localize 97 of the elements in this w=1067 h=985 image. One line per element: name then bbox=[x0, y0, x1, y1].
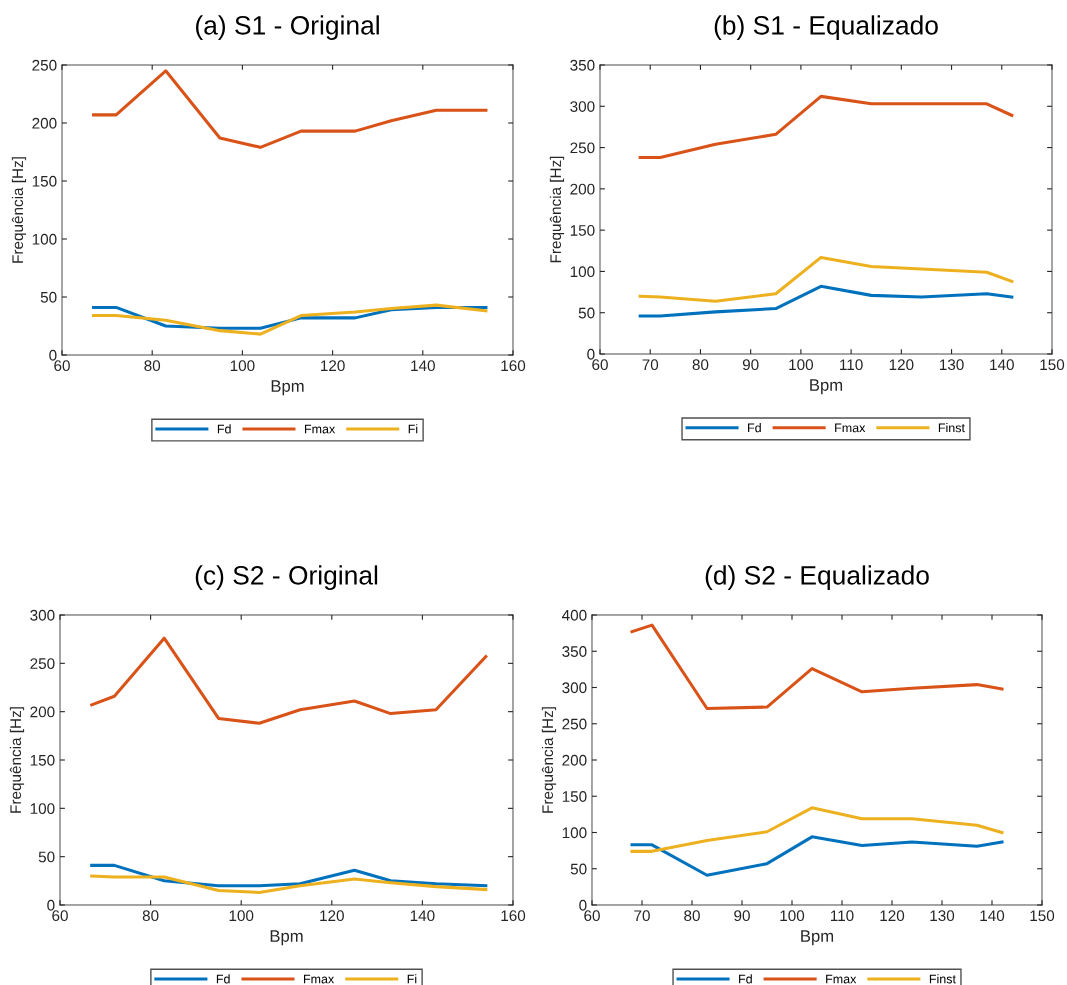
x-tick-label: 160 bbox=[501, 360, 526, 372]
chart-title: (c) S2 - Original bbox=[195, 565, 378, 590]
x-tick-label: 70 bbox=[642, 359, 659, 371]
line-series bbox=[638, 94, 1014, 160]
x-tick-label: 110 bbox=[840, 359, 863, 371]
y-tick-label: 350 bbox=[570, 59, 595, 71]
x-tick-label: 120 bbox=[889, 359, 914, 371]
legend-label: Fd bbox=[748, 423, 761, 433]
x-tick-label: 100 bbox=[230, 360, 255, 372]
x-tick-label: 80 bbox=[142, 910, 159, 922]
y-tick-label: 0 bbox=[587, 348, 595, 360]
legend-label: Fmax bbox=[835, 423, 866, 433]
legend-label: Finst bbox=[938, 423, 965, 433]
x-tick-label: 60 bbox=[584, 910, 600, 922]
x-tick-label: 60 bbox=[54, 360, 70, 372]
line-series bbox=[92, 69, 488, 149]
x-tick-label: 140 bbox=[410, 910, 435, 922]
line-series bbox=[92, 303, 488, 336]
line-series bbox=[630, 806, 1004, 853]
y-axis-title: Frequência [Hz] bbox=[549, 156, 565, 263]
x-tick-label: 80 bbox=[684, 910, 700, 922]
x-tick-label: 140 bbox=[980, 910, 1005, 922]
y-tick-label: 150 bbox=[30, 754, 55, 766]
legend-label: Fd bbox=[217, 424, 231, 434]
legend-label: Fd bbox=[216, 974, 230, 984]
x-tick-label: 130 bbox=[930, 910, 955, 922]
line-series bbox=[90, 636, 488, 725]
legend-label: Fmax bbox=[304, 424, 336, 434]
x-tick-label: 100 bbox=[229, 910, 254, 922]
y-tick-label: 0 bbox=[47, 899, 55, 911]
y-tick-label: 300 bbox=[30, 609, 55, 621]
legend-label: Fmax bbox=[826, 974, 857, 984]
x-tick-label: 120 bbox=[321, 360, 345, 372]
y-tick-label: 100 bbox=[570, 266, 595, 278]
y-tick-label: 300 bbox=[570, 101, 595, 112]
y-tick-label: 200 bbox=[570, 183, 595, 195]
y-tick-label: 100 bbox=[30, 803, 55, 815]
x-tick-label: 140 bbox=[411, 360, 435, 372]
y-tick-label: 100 bbox=[32, 233, 57, 245]
x-axis-title: Bpm bbox=[810, 379, 843, 395]
x-tick-label: 130 bbox=[939, 359, 964, 371]
line-series bbox=[630, 835, 1004, 877]
line-series bbox=[638, 284, 1014, 318]
legend-label: Finst bbox=[929, 974, 956, 984]
legend-label: Fd bbox=[739, 974, 752, 984]
chart-title: (d) S2 - Equalizado bbox=[705, 565, 929, 590]
y-tick-label: 250 bbox=[32, 59, 57, 71]
y-axis-title: Frequência [Hz] bbox=[9, 707, 25, 813]
x-tick-label: 150 bbox=[1040, 359, 1065, 371]
x-tick-label: 90 bbox=[734, 910, 750, 922]
x-axis-title: Bpm bbox=[271, 380, 304, 396]
x-tick-label: 90 bbox=[742, 359, 759, 371]
y-tick-label: 50 bbox=[570, 863, 587, 875]
y-tick-label: 200 bbox=[562, 754, 587, 766]
line-series bbox=[90, 874, 488, 894]
y-tick-label: 150 bbox=[32, 175, 57, 187]
x-tick-label: 80 bbox=[144, 360, 161, 372]
x-tick-label: 120 bbox=[320, 910, 344, 922]
chart-title: (b) S1 - Equalizado bbox=[714, 15, 938, 40]
x-tick-label: 70 bbox=[634, 910, 650, 922]
x-tick-label: 120 bbox=[880, 910, 905, 922]
legend-label: Fi bbox=[408, 424, 418, 434]
x-tick-label: 110 bbox=[830, 910, 854, 922]
x-tick-label: 140 bbox=[990, 359, 1014, 371]
x-axis-title: Bpm bbox=[270, 930, 303, 946]
x-tick-label: 150 bbox=[1030, 910, 1055, 922]
x-axis-title: Bpm bbox=[801, 930, 834, 946]
x-tick-label: 80 bbox=[692, 359, 709, 371]
line-series bbox=[638, 255, 1014, 303]
y-tick-label: 200 bbox=[30, 706, 55, 718]
legend-label: Fmax bbox=[303, 974, 335, 984]
y-tick-label: 350 bbox=[562, 646, 587, 657]
y-tick-label: 200 bbox=[32, 117, 57, 129]
y-tick-label: 300 bbox=[562, 682, 587, 694]
y-tick-label: 150 bbox=[570, 225, 595, 236]
chart-title: (a) S1 - Original bbox=[196, 15, 379, 40]
x-tick-label: 60 bbox=[592, 359, 608, 371]
y-tick-label: 50 bbox=[38, 851, 55, 863]
x-tick-label: 60 bbox=[52, 910, 68, 922]
y-tick-label: 0 bbox=[49, 349, 57, 361]
y-tick-label: 250 bbox=[570, 142, 595, 154]
y-tick-label: 250 bbox=[30, 658, 55, 670]
x-tick-label: 100 bbox=[789, 359, 814, 371]
x-tick-label: 100 bbox=[780, 910, 805, 922]
y-tick-label: 50 bbox=[578, 307, 595, 319]
line-series bbox=[630, 623, 1004, 711]
y-axis-title: Frequência [Hz] bbox=[541, 707, 557, 813]
y-tick-label: 150 bbox=[562, 791, 587, 802]
y-tick-label: 400 bbox=[562, 609, 587, 621]
line-series bbox=[90, 863, 488, 888]
y-tick-label: 0 bbox=[579, 899, 587, 911]
y-axis-title: Frequência [Hz] bbox=[11, 157, 27, 263]
legend-label: Fi bbox=[407, 974, 417, 984]
x-tick-label: 160 bbox=[501, 910, 526, 922]
y-tick-label: 50 bbox=[40, 291, 57, 303]
y-tick-label: 250 bbox=[562, 718, 587, 730]
y-tick-label: 100 bbox=[562, 827, 587, 839]
